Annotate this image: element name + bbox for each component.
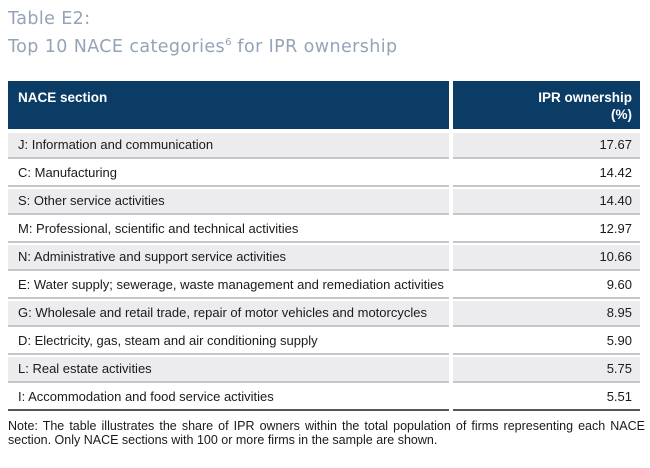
table-title: Table E2: Top 10 NACE categories6 for IP… [8, 8, 650, 59]
nace-section-cell: J: Information and communication [8, 132, 449, 159]
nace-section-cell: I: Accommodation and food service activi… [8, 384, 449, 411]
ipr-value-cell: 5.90 [453, 328, 640, 355]
ipr-value-cell: 9.60 [453, 272, 640, 299]
table-title-line1: Table E2: [8, 9, 91, 29]
nace-section-cell: E: Water supply; sewerage, waste managem… [8, 272, 449, 299]
ipr-value-cell: 10.66 [453, 244, 640, 271]
column-header-nace-section: NACE section [8, 80, 449, 129]
ipr-value-cell: 17.67 [453, 132, 640, 159]
nace-table: NACE section IPR ownership (%) J: Inform… [8, 80, 640, 411]
ipr-value-cell: 5.51 [453, 384, 640, 411]
nace-section-cell: M: Professional, scientific and technica… [8, 216, 449, 243]
nace-section-cell: G: Wholesale and retail trade, repair of… [8, 300, 449, 327]
table-row: S: Other service activities 14.40 [8, 188, 640, 215]
ipr-value-cell: 8.95 [453, 300, 640, 327]
table-row: C: Manufacturing 14.42 [8, 160, 640, 187]
ipr-value-cell: 5.75 [453, 356, 640, 383]
table-title-line2: Top 10 NACE categories6 for IPR ownershi… [8, 31, 650, 59]
table-row: I: Accommodation and food service activi… [8, 384, 640, 411]
table-row: N: Administrative and support service ac… [8, 244, 640, 271]
table-row: D: Electricity, gas, steam and air condi… [8, 328, 640, 355]
ipr-value-cell: 14.40 [453, 188, 640, 215]
table-header-row: NACE section IPR ownership (%) [8, 80, 640, 129]
table-note: Note: The table illustrates the share of… [8, 418, 645, 447]
table-title-line2-prefix: Top 10 NACE categories [8, 36, 226, 57]
ipr-value-cell: 12.97 [453, 216, 640, 243]
nace-section-cell: L: Real estate activities [8, 356, 449, 383]
nace-section-cell: C: Manufacturing [8, 160, 449, 187]
column-header-ipr-ownership: IPR ownership (%) [453, 80, 640, 129]
footnote-marker: 6 [225, 37, 232, 48]
table-row: M: Professional, scientific and technica… [8, 216, 640, 243]
nace-section-cell: N: Administrative and support service ac… [8, 244, 449, 271]
nace-section-cell: S: Other service activities [8, 188, 449, 215]
table-row: L: Real estate activities 5.75 [8, 356, 640, 383]
table-row: J: Information and communication 17.67 [8, 132, 640, 159]
column-header-ipr-line2: (%) [611, 106, 632, 122]
table-title-line2-suffix: for IPR ownership [231, 36, 398, 57]
table-row: E: Water supply; sewerage, waste managem… [8, 272, 640, 299]
ipr-value-cell: 14.42 [453, 160, 640, 187]
nace-section-cell: D: Electricity, gas, steam and air condi… [8, 328, 449, 355]
column-header-ipr-line1: IPR ownership [538, 89, 632, 105]
table-row: G: Wholesale and retail trade, repair of… [8, 300, 640, 327]
